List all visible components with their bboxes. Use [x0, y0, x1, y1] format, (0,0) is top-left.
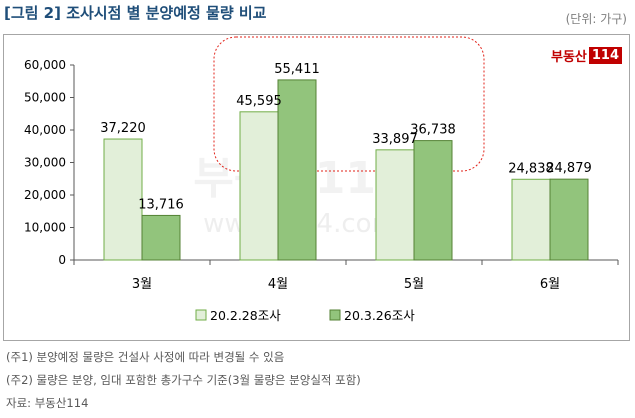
y-tick-label: 20,000 — [24, 188, 66, 202]
x-tick-label: 5월 — [404, 277, 424, 292]
logo-number: 114 — [588, 46, 623, 64]
logo-text: 부동산 — [551, 49, 587, 65]
x-tick-label: 3월 — [132, 277, 152, 292]
bar-2 — [549, 178, 589, 261]
data-label: 13,716 — [138, 197, 184, 212]
legend-swatch-2 — [329, 309, 341, 321]
y-tick-label: 40,000 — [24, 123, 66, 137]
highlight-box — [213, 36, 485, 172]
bar-1 — [375, 149, 415, 261]
bar-1 — [103, 138, 143, 261]
bar-2 — [413, 140, 453, 261]
legend-label-1: 20.2.28조사 — [210, 308, 281, 323]
y-tick-label: 60,000 — [24, 58, 66, 72]
data-labels: 37,220 45,595 33,897 24,838 13,716 55,411 36,7… — [100, 62, 592, 213]
bar-chart: 부동산114 www.r114.com 010,00020,00030,0004… — [24, 36, 619, 323]
y-tick-label: 30,000 — [24, 156, 66, 170]
x-tick-label: 6월 — [540, 277, 560, 292]
unit-label: (단위: 가구) — [565, 12, 627, 26]
legend: 20.2.28조사 20.3.26조사 — [195, 308, 415, 323]
y-tick-label: 10,000 — [24, 221, 66, 235]
bars — [103, 79, 589, 261]
data-label: 37,220 — [100, 121, 146, 136]
footnotes: (주1) 분양예정 물량은 건설사 사정에 따라 변경될 수 있음 (주2) 물… — [6, 346, 361, 415]
footnote-1: (주1) 분양예정 물량은 건설사 사정에 따라 변경될 수 있음 — [6, 350, 285, 364]
data-label: 24,879 — [546, 161, 592, 176]
chart-title: [그림 2] 조사시점 별 분양예정 물량 비교 — [4, 4, 267, 22]
brand-logo: 부동산 114 — [551, 45, 623, 65]
data-label: 55,411 — [274, 62, 320, 77]
footnote-2: (주2) 물량은 분양, 임대 포함한 총가구수 기준(3월 물량은 분양실적 … — [6, 373, 361, 387]
footnote-source: 자료: 부동산114 — [6, 396, 89, 410]
data-label: 24,838 — [508, 161, 554, 176]
y-tick-label: 50,000 — [24, 91, 66, 105]
data-label: 45,595 — [236, 94, 282, 109]
data-label: 36,738 — [410, 123, 456, 138]
bar-2 — [141, 214, 181, 261]
bar-2 — [277, 79, 317, 261]
bar-1 — [239, 111, 279, 261]
chart-frame — [3, 34, 630, 341]
legend-swatch-1 — [195, 309, 207, 321]
data-label: 33,897 — [372, 132, 418, 147]
legend-label-2: 20.3.26조사 — [344, 308, 415, 323]
y-tick-label: 0 — [58, 253, 66, 267]
x-tick-label: 4월 — [268, 277, 288, 292]
bar-1 — [511, 178, 551, 261]
